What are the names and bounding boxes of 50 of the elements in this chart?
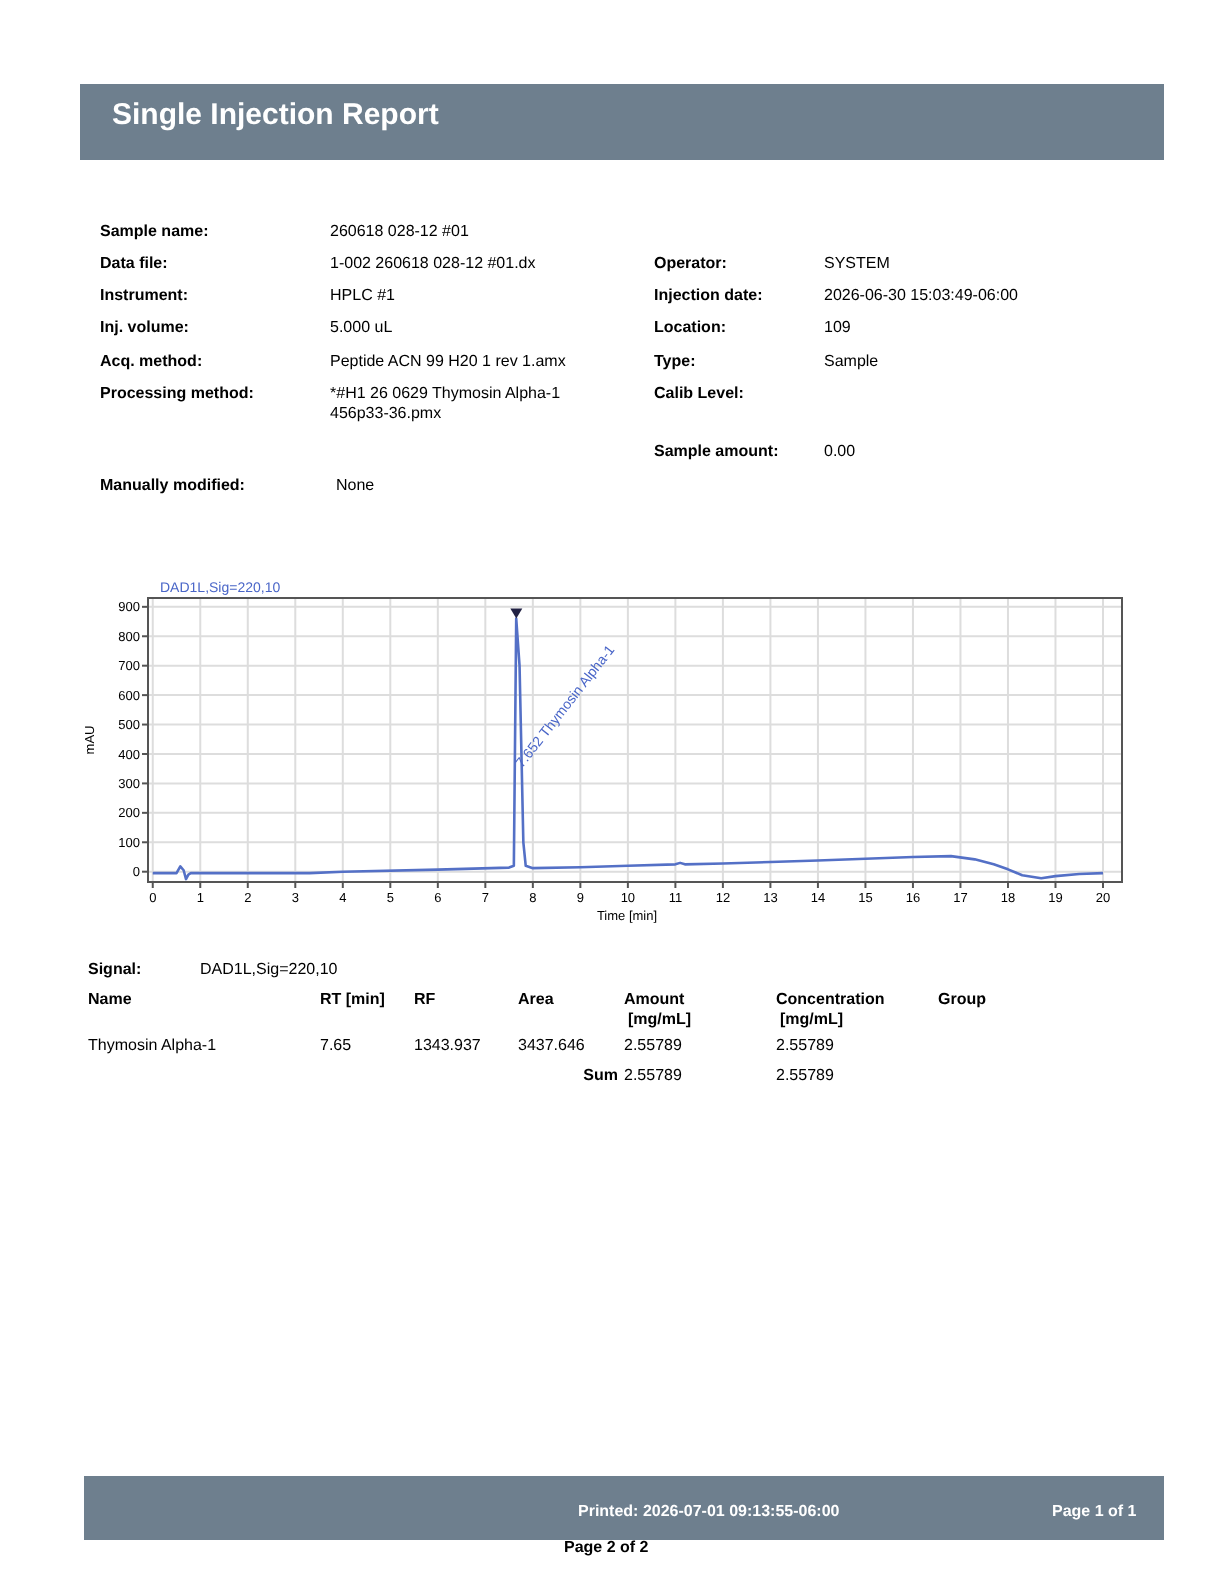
text: Printed: 2026-07-01 09:13:55-06:00: [578, 1502, 841, 1520]
text: Acq. method:: [100, 352, 203, 370]
text: RT [min]: [320, 990, 386, 1008]
text: 0.00: [824, 442, 857, 460]
text: SYSTEM: [824, 254, 891, 272]
text: 5.000 uL: [330, 318, 394, 336]
text: Instrument:: [100, 286, 188, 304]
text: Operator:: [654, 254, 727, 272]
text: RF: [414, 990, 436, 1008]
text: [mg/mL]: [628, 1010, 692, 1028]
text: Type:: [654, 352, 696, 370]
text: Page 1 of 1: [1052, 1502, 1138, 1520]
text: Calib Level:: [654, 384, 744, 402]
text: Single Injection Report: [112, 98, 439, 132]
text: 2.55789: [776, 1066, 835, 1084]
text: Name: [88, 990, 133, 1008]
text: 2026-06-30 15:03:49-06:00: [824, 286, 1020, 304]
text: 1343.937: [414, 1036, 482, 1054]
text: 1-002 260618 028-12 #01.dx: [330, 254, 536, 272]
text: Inj. volume:: [100, 318, 189, 336]
text: Processing method:: [100, 384, 254, 402]
text: HPLC #1: [330, 286, 397, 304]
text: Sum: [583, 1066, 618, 1084]
text: Sample amount:: [654, 442, 779, 460]
text: Thymosin Alpha-1: [88, 1036, 218, 1054]
text: Peptide ACN 99 H20 1 rev 1.amx: [330, 352, 566, 370]
text: Area: [518, 990, 555, 1008]
text: Location:: [654, 318, 726, 336]
text: None: [336, 476, 376, 494]
text: Amount: [624, 990, 686, 1008]
text: Sample: [824, 352, 880, 370]
text: Page 2 of 2: [564, 1538, 650, 1556]
text: 2.55789: [624, 1066, 683, 1084]
text: 2.55789: [776, 1036, 835, 1054]
text: 7.65: [320, 1036, 353, 1054]
text: Manually modified:: [100, 476, 245, 494]
text: Signal:: [88, 960, 142, 978]
text: Concentration: [776, 990, 885, 1008]
text: DAD1L,Sig=220,10: [200, 960, 339, 978]
text: Group: [938, 990, 987, 1008]
text: Sample name:: [100, 222, 209, 240]
text: *#H1 26 0629 Thymosin Alpha-1: [330, 384, 562, 402]
text: [mg/mL]: [780, 1010, 844, 1028]
text: 2.55789: [624, 1036, 683, 1054]
text: 260618 028-12 #01: [330, 222, 470, 240]
text: 456p33-36.pmx: [330, 404, 442, 422]
text: 3437.646: [518, 1036, 586, 1054]
text: 109: [824, 318, 852, 336]
text: Injection date:: [654, 286, 763, 304]
text: Data file:: [100, 254, 168, 272]
